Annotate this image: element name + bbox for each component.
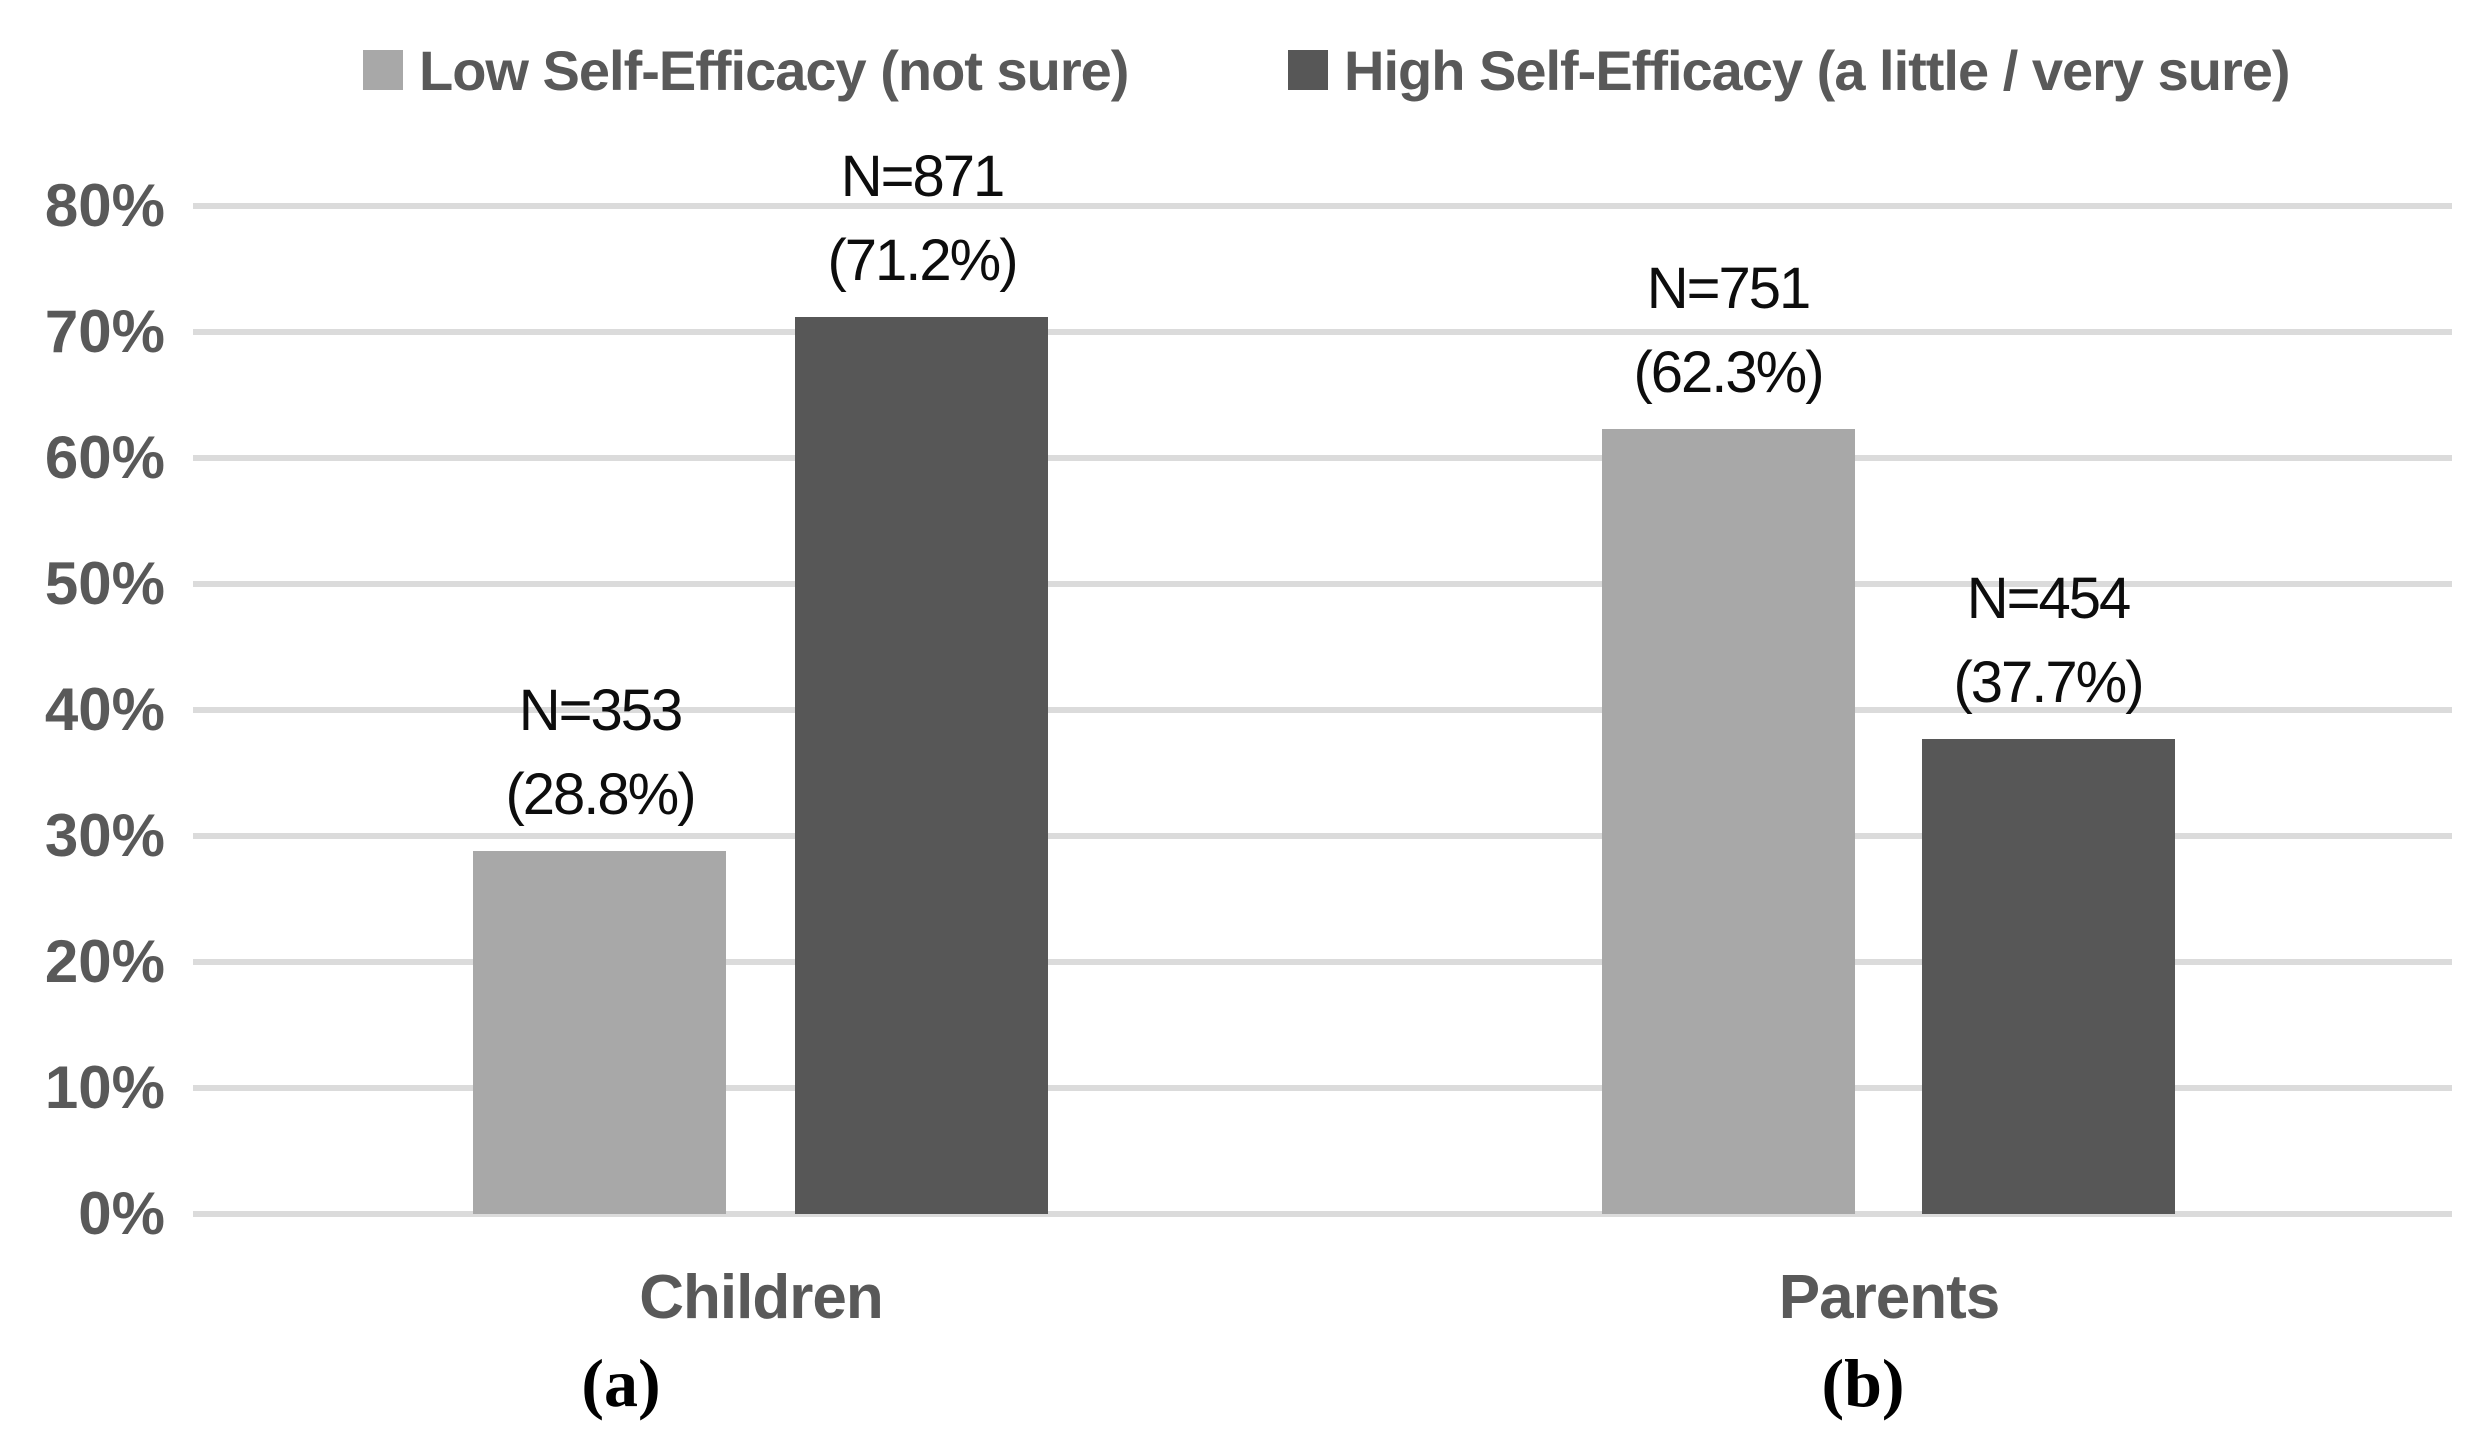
legend-label-high: High Self-Efficacy (a little / very sure… (1344, 38, 2291, 102)
bar-children-high-self-efficacy (795, 316, 1048, 1214)
data-label-children-low: N=353 (28.8%) (380, 669, 820, 837)
data-label-children-low-pct: (28.8%) (505, 762, 696, 828)
category-label-children: Children (639, 1263, 883, 1332)
y-tick-20: 20% (44, 928, 165, 995)
y-tick-70: 70% (44, 298, 165, 365)
y-tick-10: 10% (44, 1054, 165, 1121)
legend-item-high-self-efficacy: High Self-Efficacy (a little / very sure… (1288, 38, 2291, 102)
category-label-parents: Parents (1778, 1263, 2000, 1332)
data-label-parents-high-n: N=454 (1966, 565, 2132, 631)
gridline-60 (193, 455, 2452, 461)
y-tick-0: 0% (78, 1180, 165, 1247)
y-tick-80: 80% (44, 172, 165, 239)
legend-item-low-self-efficacy: Low Self-Efficacy (not sure) (363, 38, 1129, 102)
gridline-80 (193, 203, 2452, 209)
legend-swatch-low-icon (363, 50, 403, 90)
y-tick-40: 40% (44, 676, 165, 743)
data-label-children-high: N=871 (71.2%) (702, 135, 1142, 303)
data-label-children-high-n: N=871 (840, 143, 1006, 209)
gridline-10 (193, 1085, 2452, 1091)
subfigure-label-a: (a) (581, 1345, 661, 1421)
gridline-0-baseline (193, 1211, 2452, 1217)
legend-label-low: Low Self-Efficacy (not sure) (419, 38, 1129, 102)
bar-parents-low-self-efficacy (1602, 429, 1855, 1214)
data-label-parents-low: N=751 (62.3%) (1508, 247, 1948, 415)
data-label-parents-high-pct: (37.7%) (1953, 649, 2144, 715)
y-tick-50: 50% (44, 550, 165, 617)
gridline-70 (193, 329, 2452, 335)
data-label-parents-low-pct: (62.3%) (1633, 340, 1824, 406)
gridline-20 (193, 959, 2452, 965)
gridline-30 (193, 833, 2452, 839)
plot-area: N=353 (28.8%) N=871 (71.2%) N=751 (62.3%… (193, 144, 2452, 1217)
y-tick-60: 60% (44, 424, 165, 491)
data-label-parents-low-n: N=751 (1646, 256, 1812, 322)
gridline-50 (193, 581, 2452, 587)
legend-swatch-high-icon (1288, 50, 1328, 90)
data-label-children-low-n: N=353 (518, 678, 684, 744)
bar-parents-high-self-efficacy (1922, 738, 2175, 1214)
gridline-40 (193, 707, 2452, 713)
bar-children-low-self-efficacy (473, 851, 726, 1214)
y-tick-30: 30% (44, 802, 165, 869)
data-label-parents-high: N=454 (37.7%) (1828, 557, 2268, 725)
subfigure-label-b: (b) (1821, 1345, 1905, 1421)
data-label-children-high-pct: (71.2%) (827, 227, 1018, 293)
